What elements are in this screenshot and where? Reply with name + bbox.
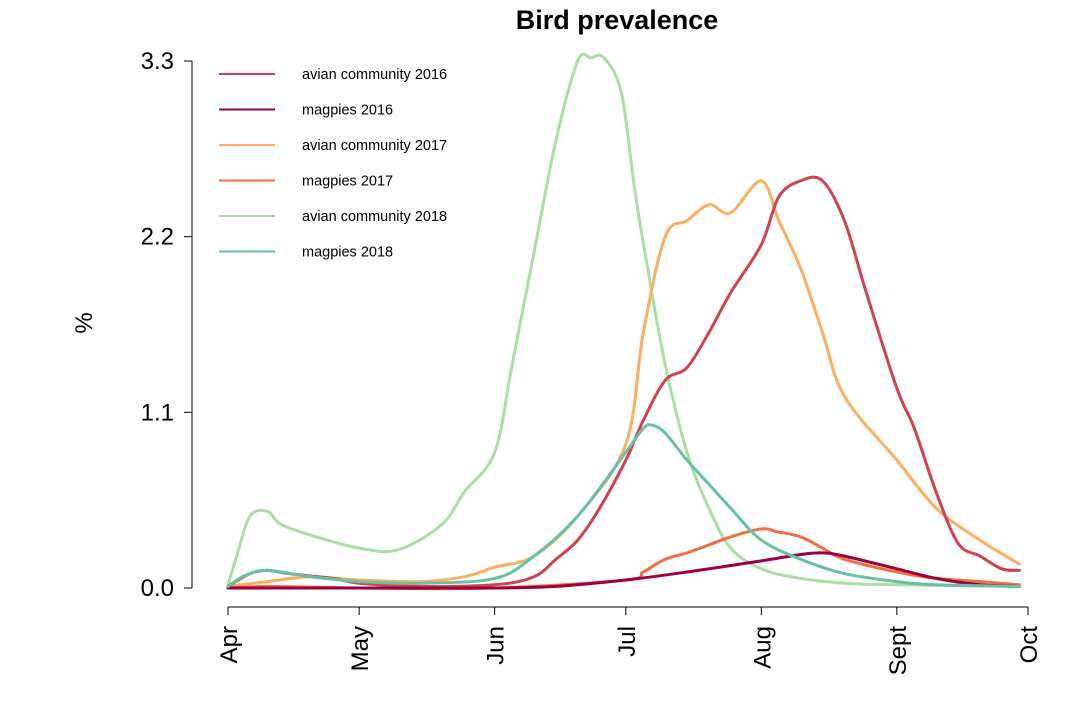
series-line-magpies-2016 xyxy=(226,551,1021,590)
chart-title: Bird prevalence xyxy=(516,5,719,35)
legend-label-avian-community-2016: avian community 2016 xyxy=(302,67,447,83)
series-line-avian-community-2018 xyxy=(226,52,1021,588)
legend-label-magpies-2017: magpies 2017 xyxy=(302,174,393,190)
y-tick-label: 0.0 xyxy=(141,575,174,602)
legend-label-magpies-2016: magpies 2016 xyxy=(302,103,393,119)
series-line-avian-community-2016 xyxy=(226,175,1021,589)
series-line-avian-community-2017 xyxy=(226,179,1021,588)
x-tick-label: Aug xyxy=(749,626,776,669)
x-tick-label: May xyxy=(347,626,374,671)
legend-label-magpies-2018: magpies 2018 xyxy=(302,245,393,261)
axes: 0.0 1.1 2.2 3.3 Apr May Jun Jul Aug Sept Oct xyxy=(141,48,1043,675)
legend: avian community 2016 magpies 2016 avian co… xyxy=(219,67,447,261)
x-tick-label: Sept xyxy=(885,626,912,676)
series-layer xyxy=(226,52,1021,591)
y-tick-label: 2.2 xyxy=(141,224,174,251)
y-axis-label: % xyxy=(71,312,98,333)
x-tick-label: Oct xyxy=(1016,626,1043,664)
x-tick-label: Jun xyxy=(483,626,510,665)
x-tick-label: Apr xyxy=(216,626,243,663)
legend-label-avian-community-2017: avian community 2017 xyxy=(302,138,447,154)
y-tick-label: 3.3 xyxy=(141,48,174,75)
legend-label-avian-community-2018: avian community 2018 xyxy=(302,209,447,225)
series-line-magpies-2018 xyxy=(226,423,1021,588)
x-tick-label: Jul xyxy=(614,626,641,657)
y-tick-label: 1.1 xyxy=(141,399,174,426)
